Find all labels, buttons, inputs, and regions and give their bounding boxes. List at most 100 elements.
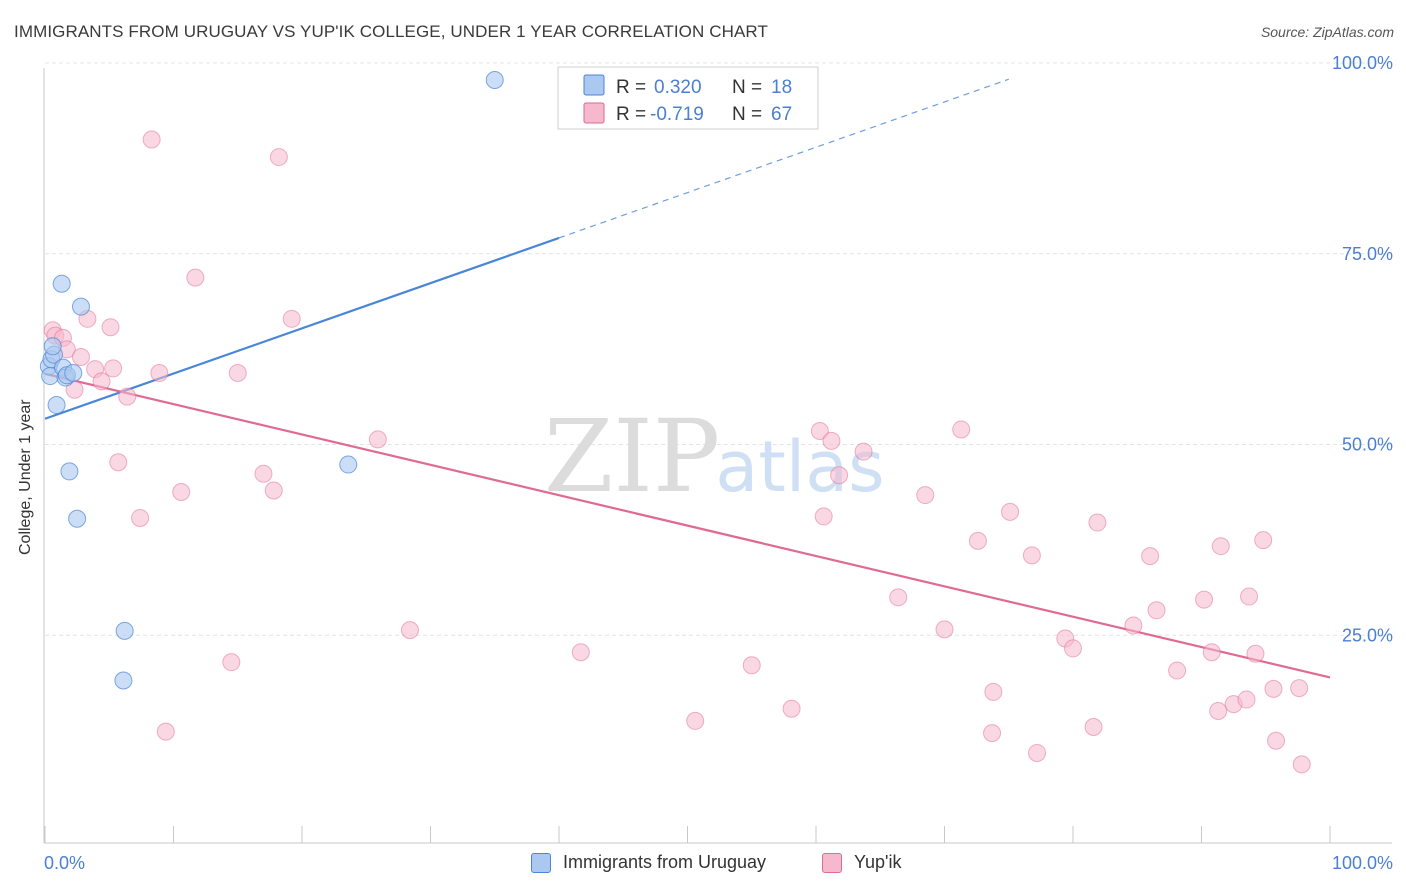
point-yupik [1290, 679, 1309, 698]
point-uruguay [485, 71, 504, 89]
legend-n-label-2: N = [732, 104, 762, 125]
source-label: Source: ZipAtlas.com [1260, 24, 1394, 40]
point-yupik [1001, 502, 1020, 521]
point-yupik [814, 507, 833, 526]
point-uruguay [68, 509, 87, 528]
point-yupik [822, 431, 841, 450]
axes [43, 68, 1392, 844]
point-yupik [282, 309, 301, 328]
gridlines [45, 62, 1392, 636]
series-legend: Immigrants from Uruguay Yup'ik [0, 852, 1406, 878]
legend-r-value-1: 0.320 [654, 77, 702, 98]
point-yupik [889, 588, 908, 607]
point-uruguay [115, 621, 134, 640]
point-yupik [1022, 546, 1041, 565]
point-yupik [968, 531, 987, 550]
legend-r-label-2: R = [616, 104, 646, 125]
trend-line-uruguay-extension [558, 78, 1009, 239]
point-yupik [142, 130, 161, 149]
point-yupik [952, 420, 971, 439]
legend-label-yupik: Yup'ik [854, 852, 902, 872]
point-yupik [1124, 616, 1143, 635]
point-yupik [1028, 743, 1047, 762]
point-uruguay [47, 396, 66, 415]
legend-item-uruguay: Immigrants from Uruguay [531, 852, 766, 873]
legend-swatch-uruguay-bottom [531, 852, 551, 873]
point-yupik [1084, 718, 1103, 737]
point-yupik [222, 653, 241, 672]
legend-n-value-1: 18 [771, 77, 792, 98]
point-yupik [854, 442, 873, 461]
legend-n-value-2: 67 [771, 104, 792, 125]
legend-swatch-yupik-bottom [822, 852, 842, 873]
watermark: ZIP atlas [544, 398, 885, 515]
trend-line-yupik [44, 372, 1331, 679]
point-yupik [742, 656, 761, 675]
point-yupik [186, 268, 205, 287]
legend-r-value-2: -0.719 [650, 104, 704, 125]
point-yupik [228, 363, 247, 382]
y-tick-labels: 100.0% 75.0% 50.0% 25.0% [1332, 53, 1393, 645]
point-uruguay [339, 455, 358, 474]
legend-item-yupik: Yup'ik [822, 852, 901, 873]
point-uruguay [71, 297, 90, 316]
y-tick-label: 25.0% [1342, 625, 1393, 645]
point-yupik [118, 387, 137, 406]
point-uruguay [43, 337, 62, 356]
point-yupik [264, 481, 283, 500]
point-yupik [71, 347, 90, 366]
point-yupik [935, 620, 954, 639]
point-yupik [983, 724, 1002, 743]
point-yupik [1141, 547, 1160, 566]
point-yupik [1292, 755, 1311, 774]
point-yupik [269, 148, 288, 167]
x-tick-label: 0.0% [44, 853, 85, 873]
point-yupik [1064, 639, 1082, 658]
watermark-zip: ZIP [544, 398, 720, 515]
point-yupik [571, 643, 590, 662]
point-yupik [916, 486, 935, 505]
point-yupik [1147, 601, 1166, 620]
point-yupik [782, 699, 801, 718]
legend-label-uruguay: Immigrants from Uruguay [563, 852, 767, 872]
legend-swatch-uruguay [583, 74, 605, 96]
point-yupik [1168, 661, 1187, 680]
x-tick-label: 100.0% [1332, 853, 1393, 873]
point-yupik [1209, 702, 1228, 721]
point-yupik [1264, 679, 1283, 698]
point-yupik [810, 421, 829, 440]
data-points [39, 71, 1311, 774]
y-tick-label: 50.0% [1342, 435, 1393, 455]
point-yupik [150, 363, 169, 382]
point-yupik [1088, 513, 1107, 532]
watermark-atlas: atlas [715, 426, 884, 508]
point-yupik [368, 430, 387, 449]
point-yupik [1195, 590, 1214, 609]
point-yupik [101, 318, 120, 337]
x-tick-labels: 0.0% 100.0% [44, 853, 1393, 873]
point-yupik [400, 621, 419, 640]
y-tick-label: 75.0% [1342, 244, 1393, 264]
legend-r-label-1: R = [616, 77, 646, 98]
point-yupik [1202, 643, 1221, 662]
point-yupik [1267, 731, 1286, 750]
point-yupik [131, 508, 150, 527]
legend-n-label-1: N = [732, 77, 762, 98]
point-yupik [172, 483, 191, 502]
correlation-legend: R = 0.320 N = 18 R = -0.719 N = 67 [557, 66, 819, 130]
point-uruguay [60, 462, 79, 481]
point-yupik [1211, 537, 1230, 556]
point-yupik [109, 453, 128, 472]
chart-title: IMMIGRANTS FROM URUGUAY VS YUP'IK COLLEG… [14, 22, 768, 41]
legend-swatch-yupik [583, 102, 605, 124]
point-yupik [1246, 644, 1265, 663]
point-yupik [984, 682, 1003, 701]
y-tick-label: 100.0% [1332, 53, 1393, 73]
point-yupik [686, 711, 705, 730]
point-yupik [830, 466, 849, 485]
point-uruguay [64, 363, 83, 382]
point-yupik [1254, 531, 1273, 550]
point-uruguay [114, 671, 133, 690]
y-axis-label: College, Under 1 year [17, 399, 34, 555]
